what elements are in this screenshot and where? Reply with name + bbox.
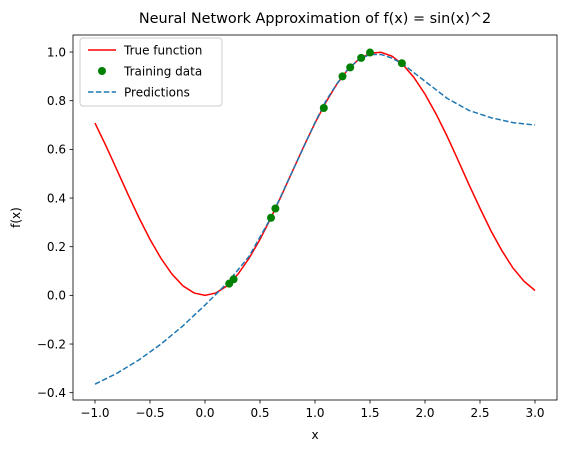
y-tick-label: 0.0 — [47, 289, 66, 303]
training-data-point — [366, 48, 374, 57]
x-tick-label: 3.0 — [525, 406, 544, 420]
predictions-line — [94, 53, 536, 385]
x-tick-label: 0.0 — [195, 406, 214, 420]
training-data-point — [229, 275, 238, 284]
training-data-point — [346, 63, 355, 72]
legend-training-data-label: Training data — [123, 64, 202, 78]
training-data-point — [267, 213, 275, 222]
training-data-point — [319, 104, 328, 112]
x-tick-label: 1.5 — [360, 406, 379, 420]
training-data-point — [338, 72, 347, 81]
plot-area — [94, 48, 536, 385]
x-tick-label: 2.5 — [470, 406, 489, 420]
y-tick-label: 0.6 — [47, 143, 66, 157]
legend: True function Training data Predictions — [79, 37, 223, 107]
x-tick-label: −0.5 — [135, 406, 164, 420]
y-axis-label: f(x) — [9, 207, 23, 228]
chart-title: Neural Network Approximation of f(x) = s… — [139, 11, 491, 27]
y-tick-label: −0.4 — [37, 386, 66, 400]
legend-true-function-label: True function — [123, 43, 202, 57]
y-tick-label: 0.4 — [47, 191, 66, 205]
training-data-point — [397, 59, 406, 68]
x-tick-label: 0.5 — [250, 406, 269, 420]
legend-box — [79, 37, 223, 107]
y-tick-label: 0.2 — [47, 240, 66, 254]
y-tick-label: −0.2 — [37, 337, 66, 351]
legend-predictions-label: Predictions — [124, 85, 190, 99]
legend-training-data-swatch — [98, 67, 106, 75]
x-tick-label: −1.0 — [80, 406, 109, 420]
training-data-point — [271, 204, 280, 213]
training-data-point — [357, 53, 366, 62]
x-tick-label: 2.0 — [415, 406, 434, 420]
axis-ticks: −1.0 −0.5 0.0 0.5 1.0 1.5 2.0 2.5 3.0 −0.4 −0.2 0.0… — [37, 45, 545, 420]
y-tick-label: 0.8 — [47, 94, 66, 108]
x-tick-label: 1.0 — [305, 406, 324, 420]
x-axis-label: x — [311, 428, 318, 442]
axes-frame — [72, 34, 558, 401]
y-tick-label: 1.0 — [47, 45, 66, 59]
